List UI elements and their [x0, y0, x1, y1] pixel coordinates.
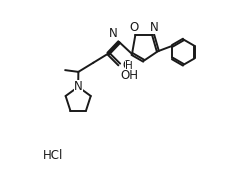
Text: N: N	[150, 21, 158, 33]
Text: H: H	[125, 61, 133, 71]
Text: O: O	[123, 59, 132, 72]
Text: N: N	[74, 80, 83, 93]
Text: OH: OH	[120, 69, 138, 82]
Text: O: O	[130, 21, 139, 33]
Text: N: N	[108, 27, 117, 40]
Text: HCl: HCl	[43, 149, 63, 162]
